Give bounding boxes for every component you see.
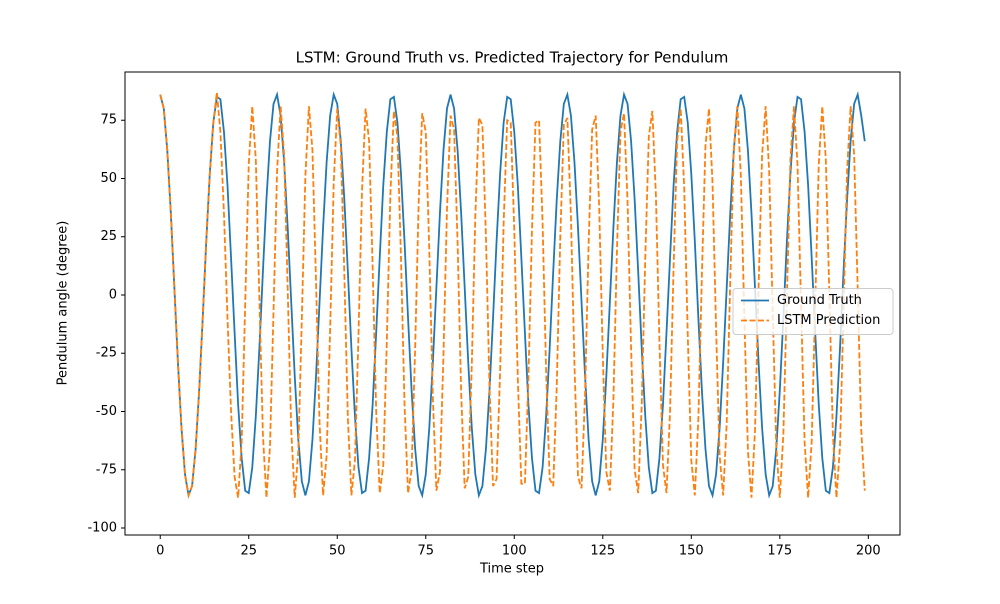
x-tick-label: 100	[502, 544, 527, 559]
legend-box	[732, 288, 894, 335]
x-tick-label: 0	[156, 544, 164, 559]
y-tick-label: -100	[87, 521, 117, 536]
y-tick-label: 50	[100, 171, 117, 186]
x-tick-label: 50	[329, 544, 346, 559]
series-line	[159, 92, 866, 499]
y-tick-label: -50	[96, 404, 117, 419]
legend-label: LSTM Prediction	[777, 313, 880, 328]
chart-title: LSTM: Ground Truth vs. Predicted Traject…	[296, 49, 729, 67]
series-line	[159, 91, 866, 499]
x-tick-label: 75	[417, 544, 434, 559]
x-tick-label: 175	[767, 544, 792, 559]
y-tick-label: 0	[109, 287, 117, 302]
plot-frame	[124, 71, 901, 536]
x-axis-label: Time step	[479, 562, 544, 577]
x-tick-label: 25	[240, 544, 257, 559]
y-axis-label: Pendulum angle (degree)	[56, 221, 71, 386]
y-tick-label: -75	[96, 462, 117, 477]
x-tick-label: 200	[856, 544, 881, 559]
x-tick-label: 125	[590, 544, 615, 559]
x-tick-label: 150	[679, 544, 704, 559]
legend-label: Ground Truth	[777, 293, 862, 308]
y-tick-label: 75	[100, 113, 117, 128]
y-tick-label: 25	[100, 229, 117, 244]
y-tick-label: -25	[96, 346, 117, 361]
